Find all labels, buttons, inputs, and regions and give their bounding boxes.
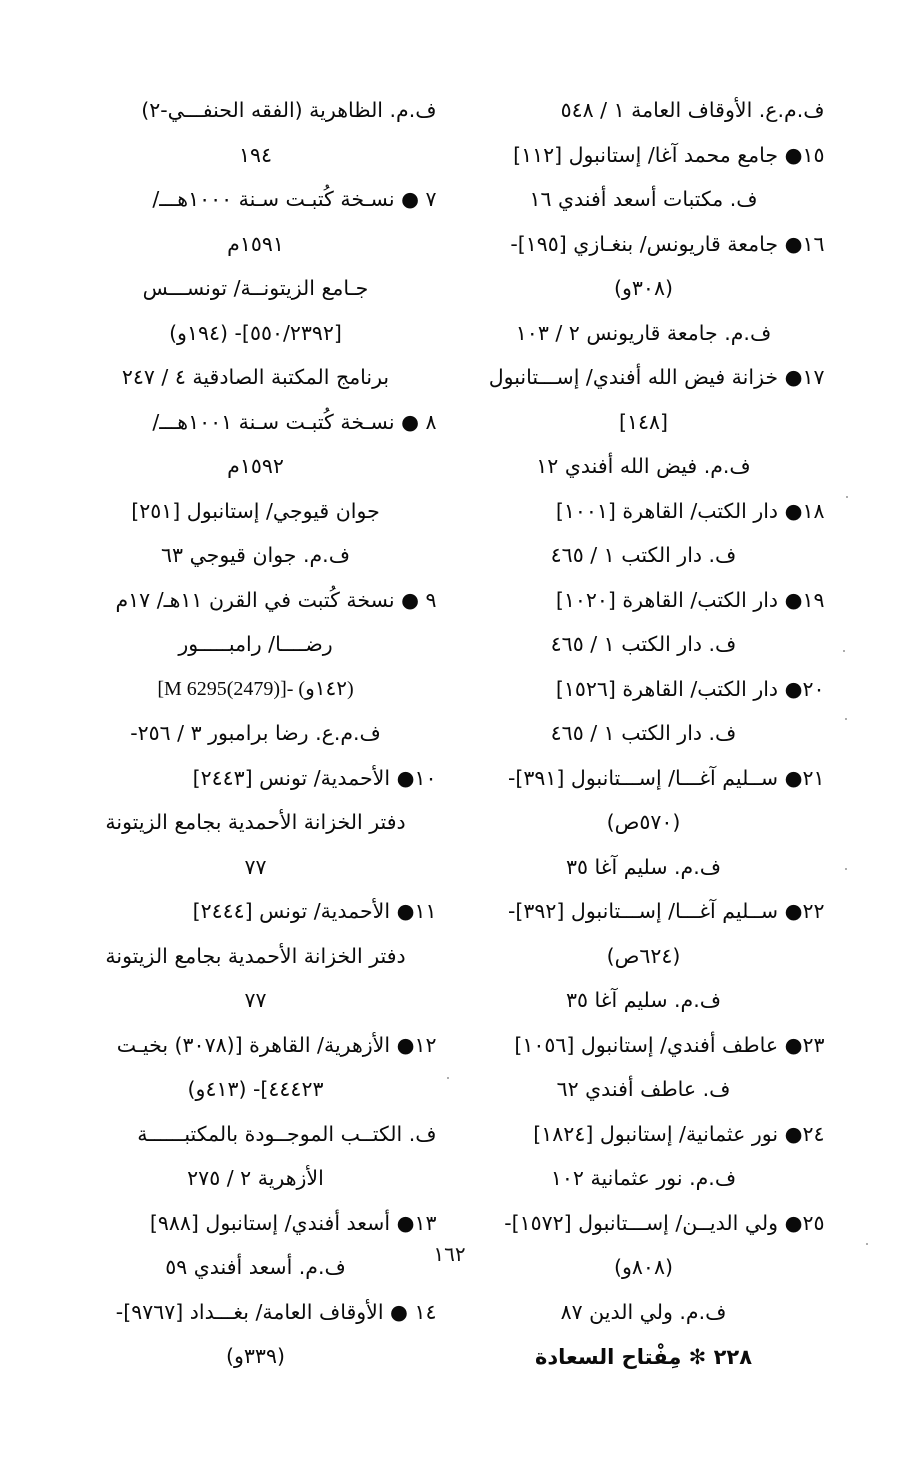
- catalog-entry-24: ٢٤● نور عثمانية/ إستانبول [١٨٢٤]: [533, 1121, 825, 1146]
- catalog-entry-12: ١٢● الأزهرية/ القاهرة [(٣٠٧٨) بخيـت: [116, 1032, 437, 1057]
- catalog-entry-19: ١٩● دار الكتب/ القاهرة [١٠٢٠]: [555, 587, 825, 612]
- section-heading: ٢٢٨ ✻ مِفْتاح السعادة: [534, 1345, 753, 1369]
- scan-speck: [866, 1243, 868, 1245]
- catalog-entry-11: ١١● الأحمدية/ تونس [٢٤٤٤]: [192, 899, 437, 923]
- scan-speck: [843, 650, 845, 652]
- catalog-line: ف.م. سليم آغا ٣٥: [565, 854, 721, 879]
- page-number: ١٦٢: [433, 1242, 466, 1266]
- catalog-line: ف. دار الكتب ١ / ٤٦٥: [550, 632, 737, 656]
- catalog-entry-22: ٢٢● ســليم آغـــا/ إســـتانبول [٣٩٢]-: [507, 899, 825, 923]
- catalog-line: ف.م. ولي الدين ٨٧: [560, 1299, 727, 1324]
- catalog-entry-18: ١٨● دار الكتب/ القاهرة [١٠٠١]: [555, 498, 825, 523]
- catalog-line: ٤٤٤٢٣]- (٤١٣و): [187, 1077, 324, 1101]
- catalog-line: ف. الكتــب الموجــودة بالمكتبــــــة: [137, 1121, 437, 1146]
- catalog-line: ف.م. الظاهرية (الفقه الحنفـــي-٢): [141, 98, 437, 122]
- catalog-entry-8: ٨ ● نسـخة كُتبـت سـنة ١٠٠١هـــ/: [152, 409, 437, 434]
- catalog-entry-7: ٧ ● نسـخة كُتبـت سـنة ١٠٠٠هـــ/: [152, 187, 437, 211]
- catalog-line: الأزهرية ٢ / ٢٧٥: [187, 1166, 324, 1190]
- catalog-entry-21: ٢١● ســليم آغـــا/ إســـتانبول [٣٩١]-: [507, 765, 825, 790]
- catalog-line: ف.م.ع. الأوقاف العامة ١ / ٥٤٨: [560, 98, 825, 122]
- catalog-entry-14: ١٤ ● الأوقاف العامة/ بغـــداد [٩٧٦٧]-: [115, 1299, 437, 1324]
- scan-speck: [447, 1077, 449, 1079]
- catalog-line: (٣٣٩و): [226, 1344, 285, 1368]
- catalog-line: [١٤٨]: [618, 409, 669, 434]
- catalog-line: دفتر الخزانة الأحمدية بجامع الزيتونة: [105, 810, 406, 834]
- catalog-entry-16: ١٦● جامعة قاريونس/ بنغـازي [١٩٥]-: [510, 231, 825, 256]
- catalog-line: ١٥٩٢م: [227, 454, 284, 478]
- catalog-line: ف.م. جامعة قاريونس ٢ / ١٠٣: [515, 320, 772, 345]
- catalog-line: ف. دار الكتب ١ / ٤٦٥: [550, 721, 737, 745]
- catalog-line: (٦٢٤ص): [606, 943, 681, 968]
- scan-speck: [846, 496, 848, 498]
- catalog-line: ف.م. سليم آغا ٣٥: [565, 988, 721, 1012]
- catalog-line: دفتر الخزانة الأحمدية بجامع الزيتونة: [105, 943, 406, 968]
- catalog-entry-9: ٩ ● نسخة كُتبت في القرن ١١هـ/ ١٧م: [115, 587, 437, 612]
- catalog-line: ف.م. أسعد أفندي ٥٩: [165, 1255, 346, 1279]
- catalog-line: ١٩٤: [238, 142, 273, 167]
- catalog-line: ف. مكتبات أسعد أفندي ١٦: [529, 187, 758, 211]
- catalog-line: جوان قيوجي/ إستانبول [٢٥١]: [131, 498, 380, 523]
- catalog-line: [٥٥٠/٢٣٩٢]- (١٩٤و): [169, 320, 342, 345]
- catalog-line: ٧٧: [244, 988, 267, 1012]
- catalog-entry-25: ٢٥● ولي الديــن/ إســـتانبول [١٥٧٢]-: [504, 1210, 825, 1235]
- catalog-line: برنامج المكتبة الصادقية ٤ / ٢٤٧: [121, 365, 390, 389]
- catalog-line: ٧٧: [244, 854, 267, 879]
- catalog-line-latin: [M 6295(2479)]- (١٤٢و): [157, 677, 354, 700]
- catalog-entry-10: ١٠● الأحمدية/ تونس [٢٤٤٣]: [192, 765, 437, 790]
- catalog-line: جـامع الزيتونــة/ تونســـس: [142, 276, 369, 300]
- catalog-line: ف. دار الكتب ١ / ٤٦٥: [550, 543, 737, 567]
- catalog-line: ف.م.ع. رضا برامبور ٣ / ٢٥٦-: [130, 721, 381, 745]
- catalog-entry-17: ١٧● خزانة فيض الله أفندي/ إســـتانبول: [488, 365, 825, 389]
- catalog-line: ف.م. نور عثمانية ١٠٢: [550, 1166, 737, 1190]
- catalog-line: ف.م. جوان قيوجي ٦٣: [161, 543, 350, 567]
- catalog-entry-13: ١٣● أسعد أفندي/ إستانبول [٩٨٨]: [149, 1210, 437, 1235]
- two-column-body: ف.م. الظاهرية (الفقه الحنفـــي-٢) ١٩٤ ٧ …: [0, 88, 899, 1380]
- catalog-entry-23: ٢٣● عاطف أفندي/ إستانبول [١٠٥٦]: [514, 1032, 825, 1057]
- left-column: ف.م.ع. الأوقاف العامة ١ / ٥٤٨ ١٥● جامع م…: [463, 88, 825, 1380]
- catalog-line: (٨٠٨و): [614, 1255, 673, 1279]
- catalog-entry-15: ١٥● جامع محمد آغا/ إستانبول [١١٢]: [513, 142, 825, 167]
- catalog-line: ف. عاطف أفندي ٦٢: [556, 1077, 731, 1101]
- right-column: ف.م. الظاهرية (الفقه الحنفـــي-٢) ١٩٤ ٧ …: [75, 88, 437, 1380]
- catalog-line: (٣٠٨و): [614, 276, 673, 300]
- scan-speck: [845, 718, 847, 720]
- catalog-line: ف.م. فيض الله أفندي ١٢: [536, 454, 751, 478]
- catalog-line: (٥٧٠ص): [606, 810, 681, 834]
- catalog-entry-20: ٢٠● دار الكتب/ القاهرة [١٥٢٦]: [555, 676, 825, 701]
- catalog-line: ١٥٩١م: [227, 231, 284, 256]
- scan-speck: [845, 868, 847, 870]
- catalog-line: رضــــا/ رامبـــــور: [178, 632, 333, 656]
